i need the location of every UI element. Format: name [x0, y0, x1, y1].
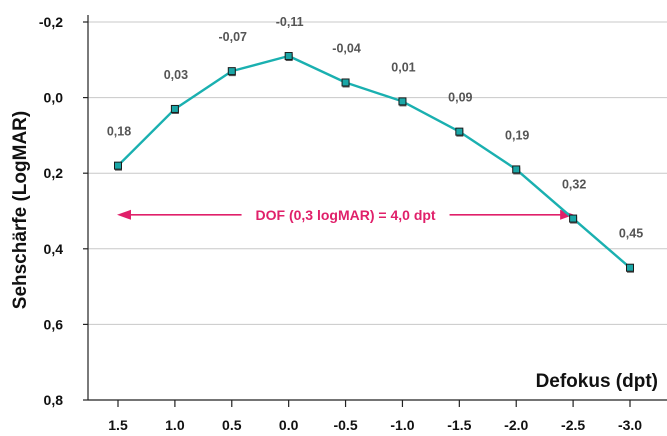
- axes: [87, 15, 667, 401]
- data-point: [227, 67, 236, 76]
- data-label: 0,03: [164, 68, 188, 82]
- x-tick-label: -3.0: [618, 417, 642, 433]
- grid-lines: [88, 21, 667, 325]
- data-labels: 0,18 0,03 -0,07 -0,11 -0,04 0,01 0,09 0,19 0,32 0…: [107, 15, 643, 241]
- data-point: [341, 78, 350, 87]
- data-point: [170, 104, 179, 113]
- y-tick-label: -0,2: [39, 14, 63, 30]
- data-label: 0,19: [505, 128, 529, 142]
- x-tick-label: -2.0: [504, 417, 528, 433]
- data-label: -0,07: [219, 30, 248, 44]
- x-tick-label: -0.5: [333, 417, 357, 433]
- dof-arrowhead-left: [117, 209, 131, 220]
- series-layer: [114, 52, 634, 273]
- x-tick-label: -2.5: [561, 417, 585, 433]
- data-label: 0,45: [619, 227, 643, 241]
- x-tick-label: 1.0: [165, 417, 185, 433]
- y-axis-title: Sehschärfe (LogMAR): [10, 111, 31, 309]
- y-tick-label: 0,4: [44, 241, 64, 257]
- y-tick-label: 0,6: [44, 316, 64, 332]
- data-point: [284, 52, 293, 61]
- dof-annotation: DOF (0,3 logMAR) = 4,0 dpt: [117, 207, 575, 223]
- data-point: [626, 263, 634, 272]
- data-label: 0,18: [107, 125, 131, 139]
- data-label: 0,01: [391, 60, 415, 74]
- axis-ticks: -0,2 0,0 0,2 0,4 0,6 0,8 1.5 1.0 0.5 0.0 -0.5 -1.0 -…: [39, 14, 642, 433]
- data-label: 0,09: [448, 91, 472, 105]
- data-label: -0,11: [276, 15, 304, 29]
- data-point: [114, 161, 122, 170]
- y-tick-label: 0,0: [44, 90, 64, 106]
- series-line: [117, 54, 631, 269]
- data-point: [569, 214, 578, 223]
- data-label: 0,32: [562, 178, 586, 192]
- x-tick-label: 0.5: [222, 417, 242, 433]
- x-tick-label: -1.5: [447, 417, 471, 433]
- y-tick-label: 0,8: [44, 392, 64, 408]
- y-tick-label: 0,2: [44, 165, 64, 181]
- data-label: -0,04: [332, 41, 361, 55]
- x-tick-label: 1.5: [108, 417, 128, 433]
- dof-annotation-label: DOF (0,3 logMAR) = 4,0 dpt: [256, 207, 436, 223]
- data-point: [455, 127, 464, 136]
- data-point: [512, 165, 521, 174]
- x-tick-label: 0.0: [279, 417, 299, 433]
- x-axis-title: Defokus (dpt): [536, 371, 658, 392]
- data-point: [398, 97, 407, 106]
- x-tick-label: -1.0: [390, 417, 414, 433]
